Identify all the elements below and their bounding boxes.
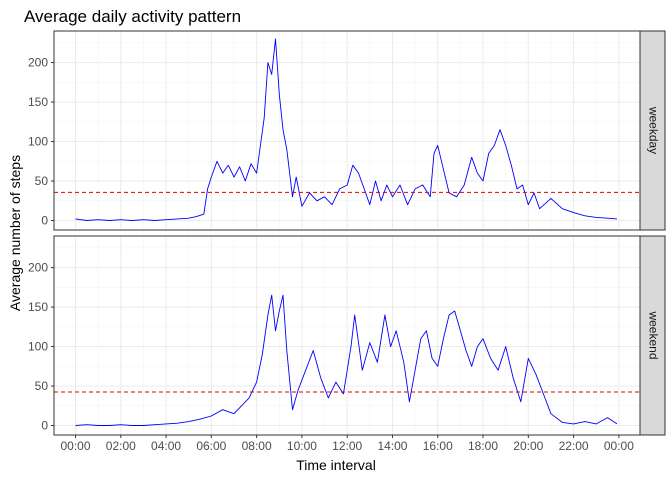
y-tick-label: 100 [28,340,48,354]
y-tick-label: 100 [28,135,48,149]
x-tick-label: 18:00 [468,439,498,453]
x-tick-label: 06:00 [196,439,226,453]
x-tick-label: 12:00 [332,439,362,453]
x-tick-label: 14:00 [377,439,407,453]
facet-panels: 0 50 100 150 200 weekday 0 50 100 150 200 weekend [28,30,666,436]
chart-title: Average daily activity pattern [24,7,241,26]
y-tick-label: 150 [28,95,48,109]
y-tick-label: 50 [35,379,49,393]
y-tick-label: 200 [28,261,48,275]
x-tick-label: 10:00 [287,439,317,453]
x-tick-label: 08:00 [242,439,272,453]
facet-label-weekend: weekend [646,310,660,359]
x-axis: 00:00 02:00 04:00 06:00 08:00 10:00 12:00 14:00… [60,435,634,453]
y-tick-label: 150 [28,300,48,314]
x-tick-label: 20:00 [513,439,543,453]
y-axis-title: Average number of steps [7,155,23,311]
panel-weekday: 0 50 100 150 200 weekday [28,30,666,231]
steps-line-weekday [75,38,618,221]
facet-strip [639,30,666,231]
steps-line-weekend [75,294,618,426]
facet-label-weekday: weekday [646,106,660,154]
panel-weekend: 0 50 100 150 200 weekend [28,235,666,436]
x-tick-label: 02:00 [106,439,136,453]
facet-strip [639,235,666,436]
x-tick-label: 00:00 [604,439,634,453]
x-tick-label: 04:00 [151,439,181,453]
y-tick-label: 200 [28,56,48,70]
x-axis-title: Time interval [296,457,376,473]
y-tick-label: 0 [41,214,48,228]
x-tick-label: 16:00 [423,439,453,453]
x-tick-label: 22:00 [559,439,589,453]
y-tick-label: 0 [41,419,48,433]
x-tick-label: 00:00 [60,439,90,453]
y-tick-label: 50 [35,174,49,188]
